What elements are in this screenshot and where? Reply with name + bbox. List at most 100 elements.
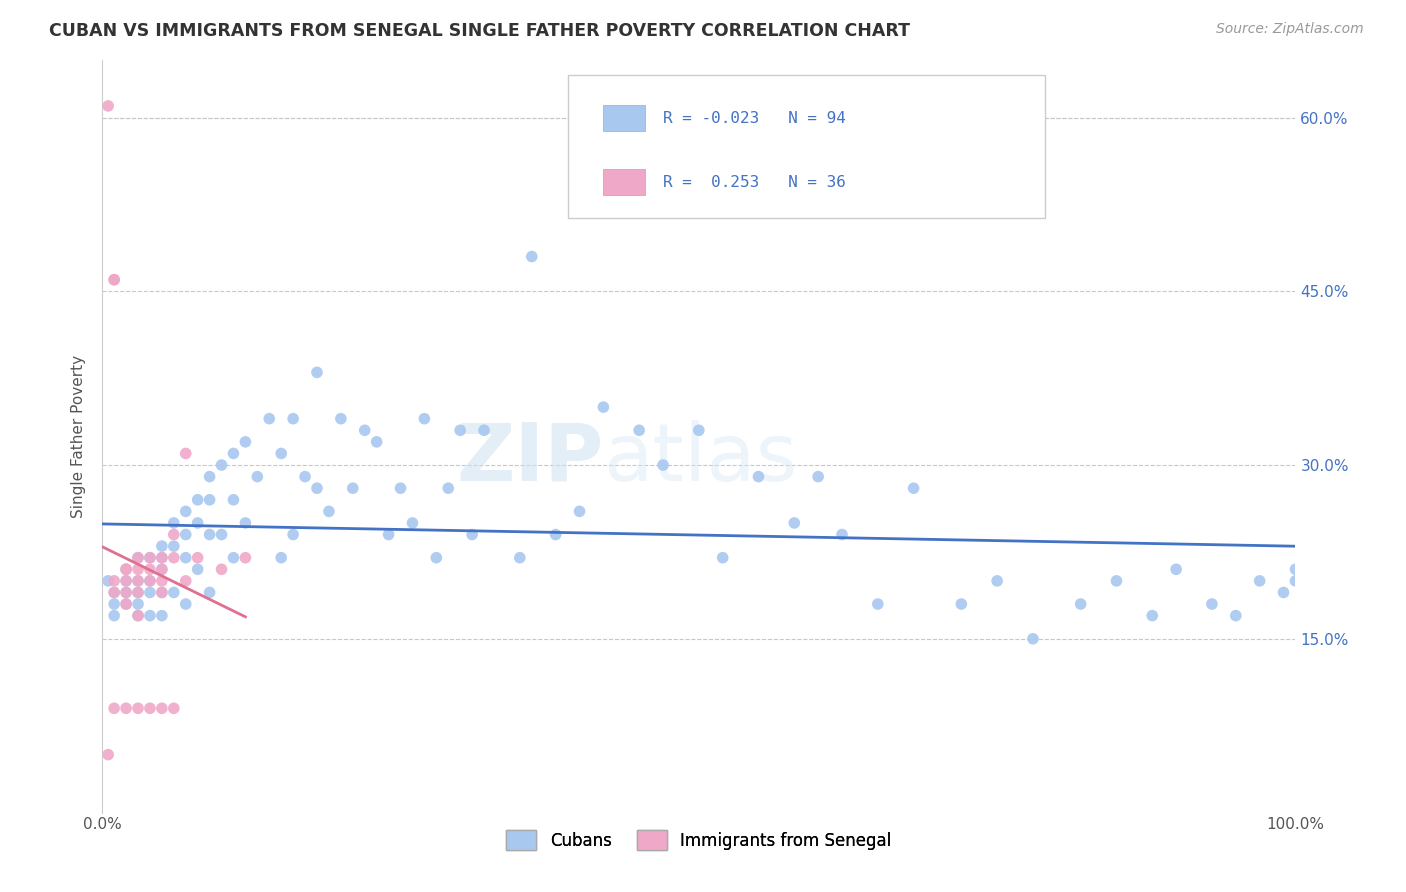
Point xyxy=(281,411,304,425)
Point xyxy=(163,585,186,599)
Point xyxy=(127,550,149,565)
Bar xyxy=(603,105,645,131)
Point xyxy=(628,423,651,437)
Point xyxy=(472,423,495,437)
Point xyxy=(259,411,281,425)
Point xyxy=(270,550,292,565)
Point xyxy=(127,550,149,565)
Point xyxy=(783,516,806,530)
Point xyxy=(1166,562,1188,576)
Point xyxy=(187,550,209,565)
Point xyxy=(163,539,186,553)
Point xyxy=(163,516,186,530)
Point xyxy=(163,550,186,565)
Point xyxy=(139,608,162,623)
Text: R = -0.023   N = 94: R = -0.023 N = 94 xyxy=(664,111,846,126)
Text: ZIP: ZIP xyxy=(456,419,603,498)
Point xyxy=(115,562,138,576)
Point xyxy=(807,469,830,483)
Point xyxy=(139,550,162,565)
Point xyxy=(115,574,138,588)
Point xyxy=(211,562,233,576)
Point xyxy=(150,562,173,576)
Point xyxy=(163,701,186,715)
Point xyxy=(329,411,352,425)
Text: Source: ZipAtlas.com: Source: ZipAtlas.com xyxy=(1216,22,1364,37)
Point xyxy=(139,550,162,565)
Point xyxy=(174,527,197,541)
Point xyxy=(139,701,162,715)
Point xyxy=(342,481,364,495)
Point xyxy=(103,273,125,287)
Point xyxy=(127,701,149,715)
Point xyxy=(150,539,173,553)
Point xyxy=(270,446,292,460)
Text: CUBAN VS IMMIGRANTS FROM SENEGAL SINGLE FATHER POVERTY CORRELATION CHART: CUBAN VS IMMIGRANTS FROM SENEGAL SINGLE … xyxy=(49,22,910,40)
Point xyxy=(1022,632,1045,646)
FancyBboxPatch shape xyxy=(568,75,1045,218)
Point xyxy=(222,492,245,507)
Point xyxy=(127,608,149,623)
Point xyxy=(652,458,675,472)
Point xyxy=(127,585,149,599)
Point xyxy=(163,527,186,541)
Point xyxy=(150,608,173,623)
Text: R =  0.253   N = 36: R = 0.253 N = 36 xyxy=(664,175,846,189)
Point xyxy=(281,527,304,541)
Point xyxy=(1249,574,1271,588)
Point xyxy=(174,574,197,588)
Point xyxy=(115,585,138,599)
Point xyxy=(187,492,209,507)
Point xyxy=(520,250,543,264)
Point xyxy=(222,550,245,565)
Point xyxy=(198,585,221,599)
Y-axis label: Single Father Poverty: Single Father Poverty xyxy=(72,354,86,517)
Point xyxy=(425,550,447,565)
Point xyxy=(139,574,162,588)
Point xyxy=(437,481,460,495)
Point xyxy=(449,423,471,437)
Point xyxy=(747,469,769,483)
Point xyxy=(97,747,120,762)
Point xyxy=(377,527,399,541)
Point xyxy=(103,597,125,611)
Point xyxy=(831,527,853,541)
Point xyxy=(103,585,125,599)
Point xyxy=(127,585,149,599)
Point xyxy=(198,492,221,507)
Point xyxy=(103,585,125,599)
Point xyxy=(294,469,316,483)
Point xyxy=(1284,562,1306,576)
Point xyxy=(305,481,328,495)
Point xyxy=(115,701,138,715)
Point xyxy=(97,574,120,588)
Point xyxy=(139,574,162,588)
Bar xyxy=(603,169,645,195)
Point xyxy=(115,562,138,576)
Point xyxy=(174,550,197,565)
Point xyxy=(222,446,245,460)
Point xyxy=(1284,574,1306,588)
Point xyxy=(150,550,173,565)
Point xyxy=(353,423,375,437)
Point xyxy=(235,550,257,565)
Text: atlas: atlas xyxy=(603,419,797,498)
Point xyxy=(198,469,221,483)
Point xyxy=(246,469,269,483)
Point xyxy=(461,527,484,541)
Point xyxy=(711,550,734,565)
Point xyxy=(401,516,423,530)
Point xyxy=(150,574,173,588)
Point xyxy=(103,701,125,715)
Point xyxy=(127,562,149,576)
Point xyxy=(127,608,149,623)
Point xyxy=(509,550,531,565)
Point xyxy=(150,562,173,576)
Point xyxy=(174,597,197,611)
Point xyxy=(544,527,567,541)
Point xyxy=(127,574,149,588)
Point xyxy=(1201,597,1223,611)
Point xyxy=(174,446,197,460)
Point xyxy=(235,516,257,530)
Point xyxy=(1272,585,1295,599)
